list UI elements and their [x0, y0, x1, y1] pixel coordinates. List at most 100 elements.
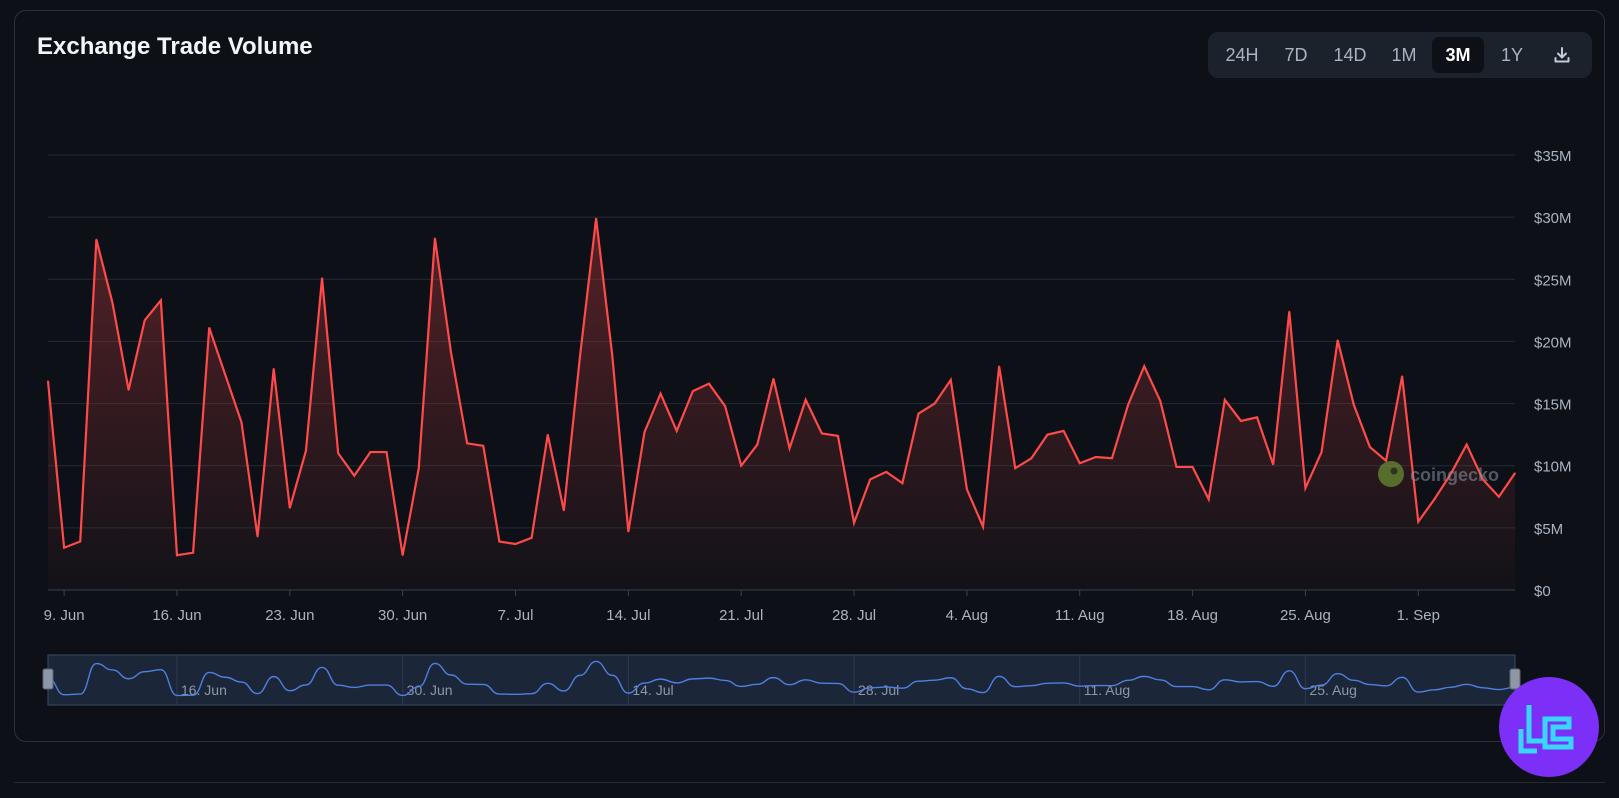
- volume-point: [1304, 487, 1307, 489]
- volume-point: [240, 421, 243, 424]
- volume-point: [1062, 430, 1065, 432]
- volume-point: [224, 374, 227, 376]
- volume-point: [385, 451, 388, 453]
- volume-point: [321, 277, 323, 279]
- volume-point: [675, 430, 678, 432]
- y-tick-label: $30M: [1534, 210, 1572, 227]
- volume-point: [1143, 365, 1146, 368]
- volume-point: [47, 380, 49, 383]
- volume-point: [1014, 467, 1017, 470]
- volume-point: [95, 238, 98, 241]
- y-tick-label: $35M: [1534, 148, 1572, 165]
- volume-point: [708, 382, 710, 385]
- volume-point: [1336, 339, 1339, 341]
- range-button-1y[interactable]: 1Y: [1500, 44, 1524, 65]
- volume-point: [643, 431, 646, 433]
- volume-line: [46, 218, 1516, 557]
- x-axis: 9. Jun 16. Jun 23. Jun 30. Jun 7. Jul 14. Jul…: [44, 590, 1440, 624]
- range-navigator[interactable]: 16. Jun 30. Jun 14. Jul 28. Jul 11. Aug 25. A…: [42, 654, 1521, 706]
- volume-point: [1417, 520, 1420, 523]
- volume-point: [1046, 433, 1049, 436]
- volume-point: [417, 467, 420, 470]
- volume-series: [46, 217, 1516, 590]
- volume-point: [1401, 375, 1403, 378]
- range-button-24h[interactable]: 24H: [1225, 44, 1259, 65]
- x-tick-label: 25. Aug: [1280, 607, 1331, 624]
- y-tick-label: $25M: [1534, 272, 1572, 289]
- coingecko-logo-icon: [1378, 461, 1404, 487]
- volume-point: [756, 443, 759, 446]
- download-icon[interactable]: [1540, 37, 1584, 73]
- y-tick-label: $10M: [1534, 459, 1572, 476]
- volume-point: [1481, 478, 1484, 481]
- volume-point: [1433, 498, 1436, 501]
- volume-point: [1514, 472, 1516, 474]
- time-range-selector: 24H 7D 14D 1M 3M 1Y: [1208, 32, 1592, 78]
- x-tick-label: 21. Jul: [719, 607, 763, 624]
- y-tick-label: $20M: [1534, 334, 1572, 351]
- chart-title: Exchange Trade Volume: [37, 33, 313, 60]
- volume-point: [659, 392, 662, 395]
- x-tick-label: 7. Jul: [498, 607, 534, 624]
- volume-point: [804, 399, 807, 401]
- volume-point: [1256, 416, 1258, 419]
- navigator-tick-label: 11. Aug: [1084, 682, 1130, 698]
- navigator-tick-label: 16. Jun: [181, 682, 227, 698]
- volume-point: [998, 365, 1000, 368]
- volume-point: [917, 412, 920, 415]
- volume-point: [1159, 400, 1162, 402]
- watermark-text: coingecko: [1410, 465, 1499, 485]
- volume-point: [692, 390, 694, 392]
- volume-point: [1449, 473, 1452, 476]
- volume-point: [546, 433, 549, 436]
- volume-area-fill: [48, 218, 1515, 590]
- volume-point: [1240, 420, 1242, 422]
- volume-point: [1175, 466, 1178, 468]
- navigator-tick-label: 30. Jun: [407, 682, 453, 698]
- volume-point: [160, 299, 162, 302]
- volume-point: [401, 554, 404, 556]
- volume-point: [79, 540, 82, 543]
- range-button-14d[interactable]: 14D: [1333, 44, 1367, 65]
- volume-point: [192, 551, 194, 554]
- volume-point: [498, 540, 501, 543]
- y-axis: $0 $5M $10M $15M $20M $25M $30M $35M: [1534, 148, 1572, 600]
- volume-point: [176, 554, 178, 556]
- volume-point: [1207, 498, 1210, 501]
- x-tick-label: 16. Jun: [152, 607, 201, 624]
- divider: [14, 782, 1605, 783]
- volume-point: [966, 488, 968, 491]
- volume-point: [1224, 399, 1226, 401]
- brand-badge: [1499, 677, 1599, 777]
- volume-point: [772, 377, 775, 380]
- volume-point: [514, 543, 517, 545]
- volume-point: [982, 525, 984, 528]
- x-tick-label: 9. Jun: [44, 607, 85, 624]
- navigator-tick-label: 25. Aug: [1309, 682, 1357, 698]
- volume-point: [885, 471, 888, 473]
- volume-point: [837, 435, 839, 437]
- navigator-left-handle[interactable]: [42, 668, 54, 690]
- volume-point: [1465, 443, 1468, 446]
- volume-point: [1369, 446, 1371, 448]
- range-button-1m[interactable]: 1M: [1391, 44, 1417, 65]
- volume-point: [353, 474, 356, 477]
- y-tick-label: $5M: [1534, 521, 1563, 538]
- navigator-tick-label: 28. Jul: [858, 682, 899, 698]
- range-button-7d[interactable]: 7D: [1284, 44, 1308, 65]
- volume-point: [1127, 404, 1129, 406]
- volume-point: [1288, 310, 1291, 313]
- volume-point: [788, 447, 791, 450]
- x-tick-label: 14. Jul: [606, 607, 650, 624]
- x-tick-label: 11. Aug: [1055, 607, 1105, 624]
- volume-point: [530, 537, 533, 539]
- coingecko-eye-icon: [1390, 467, 1398, 475]
- volume-point: [740, 464, 742, 467]
- volume-point: [482, 445, 485, 447]
- y-tick-label: $0: [1534, 583, 1551, 600]
- volume-point: [821, 432, 823, 435]
- volume-point: [1078, 462, 1081, 465]
- volume-point: [595, 217, 597, 220]
- y-tick-label: $15M: [1534, 397, 1572, 414]
- range-button-3m[interactable]: 3M: [1432, 37, 1484, 73]
